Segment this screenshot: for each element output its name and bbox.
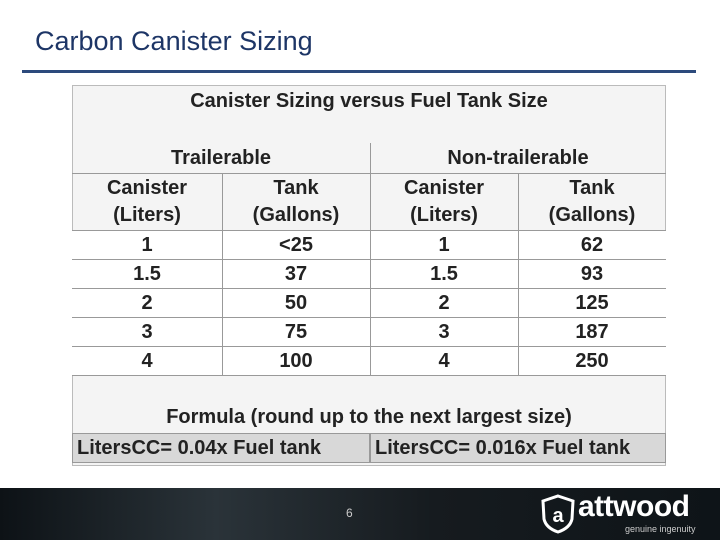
column-rule (222, 173, 223, 375)
page-number: 6 (346, 506, 353, 520)
formula-cell: LitersCC= 0.016x Fuel tank (370, 433, 666, 463)
table-cell: 250 (518, 346, 666, 375)
table-cell: 3 (72, 317, 222, 346)
group-header: Trailerable (170, 147, 272, 169)
logo-text: attwood (578, 490, 690, 523)
table-cell: <25 (222, 230, 370, 259)
formula-title: Formula (round up to the next largest si… (166, 406, 572, 428)
logo-shield: a (541, 494, 575, 534)
table-cell: 1 (72, 230, 222, 259)
table-title: Canister Sizing versus Fuel Tank Size (190, 90, 548, 112)
column-rule (518, 173, 519, 375)
column-unit: (Gallons) (548, 204, 636, 226)
table-cell: 93 (518, 259, 666, 288)
column-header: Tank (518, 173, 666, 202)
table-cell: 2 (370, 288, 518, 317)
table-cell: 3 (370, 317, 518, 346)
table-cell: 1.5 (72, 259, 222, 288)
table-cell: 62 (518, 230, 666, 259)
column-unit: (Gallons) (252, 204, 340, 226)
formula-cell: LitersCC= 0.04x Fuel tank (72, 433, 370, 463)
table-cell: 4 (370, 346, 518, 375)
table-cell: 1.5 (370, 259, 518, 288)
table-cell: 1 (370, 230, 518, 259)
column-header: Tank (222, 173, 370, 202)
title-rule (22, 70, 696, 73)
column-rule (370, 143, 371, 375)
table-cell: 75 (222, 317, 370, 346)
group-header: Non-trailerable (447, 147, 589, 169)
table-cell: 125 (518, 288, 666, 317)
table-cell: 100 (222, 346, 370, 375)
footer-bar: 6 a attwood genuine ingenuity (0, 488, 720, 540)
table-cell: 187 (518, 317, 666, 346)
table-cell: 2 (72, 288, 222, 317)
row-rule (72, 375, 666, 376)
table-cell: 50 (222, 288, 370, 317)
slide-title: Carbon Canister Sizing (35, 26, 313, 56)
column-header: Canister (72, 173, 222, 202)
column-unit: (Liters) (410, 204, 478, 226)
svg-text:a: a (552, 505, 564, 527)
table-cell: 37 (222, 259, 370, 288)
column-header: Canister (370, 173, 518, 202)
table-cell: 4 (72, 346, 222, 375)
column-unit: (Liters) (113, 204, 181, 226)
logo-tagline: genuine ingenuity (625, 524, 696, 534)
